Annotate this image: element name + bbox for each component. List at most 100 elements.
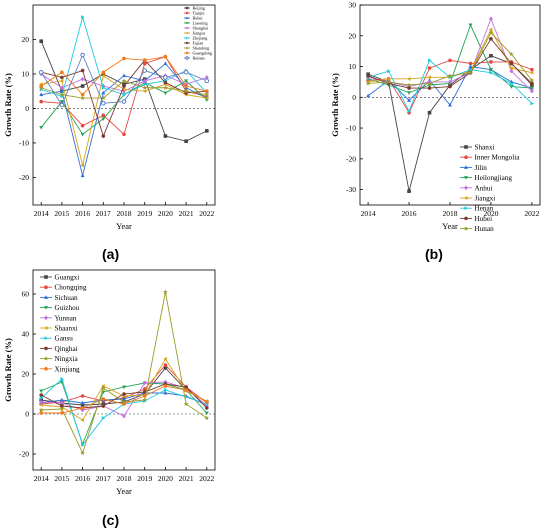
data-point xyxy=(205,89,209,94)
data-point xyxy=(38,407,44,413)
data-point xyxy=(468,23,473,28)
panel-b-legend: Shanxi Inner Mongolia Jilin Heilongjiang Anh… xyxy=(460,144,521,233)
data-point xyxy=(39,39,43,44)
data-point xyxy=(163,384,168,388)
legend-marker xyxy=(44,346,48,351)
data-point xyxy=(142,58,147,62)
data-point xyxy=(366,93,371,98)
legend-marker xyxy=(464,145,468,149)
panel-a-y-tick-label: 20 xyxy=(22,35,30,44)
panel-b-label: (b) xyxy=(425,246,443,262)
data-point xyxy=(529,70,534,75)
legend-label: Guizhou xyxy=(55,304,80,312)
panel-c-x-tick-label: 2014 xyxy=(34,474,49,483)
panel-a-series-guangdong xyxy=(39,54,209,97)
data-point xyxy=(121,78,127,83)
legend-label: Guangdong xyxy=(193,50,213,55)
data-point xyxy=(204,78,210,84)
panel-c-label: (c) xyxy=(102,512,120,528)
data-point xyxy=(143,82,147,87)
panel-b-x-tick-label: 2022 xyxy=(524,209,539,218)
legend-label: Anhui xyxy=(475,184,493,192)
data-point xyxy=(80,68,85,73)
panel-c-x-tick-label: 2018 xyxy=(117,474,132,483)
legend-marker xyxy=(185,56,189,60)
data-point xyxy=(509,81,514,86)
legend-marker xyxy=(43,326,48,330)
data-point xyxy=(184,388,188,392)
panel-c-x-tick-label: 2015 xyxy=(54,474,69,483)
panel-b-y-tick-label: 10 xyxy=(349,62,357,71)
legend-label: Shaanxi xyxy=(55,325,78,333)
data-point xyxy=(59,92,65,97)
panel-b-y-tick-label: -10 xyxy=(346,124,356,133)
data-point xyxy=(163,54,168,59)
panel-c-y-tick-label: 20 xyxy=(22,370,30,379)
data-point xyxy=(407,109,412,114)
legend-label: Jiangsu xyxy=(193,30,206,35)
data-point xyxy=(448,58,452,63)
data-point xyxy=(488,27,493,32)
panel-b-x-axis-title: Year xyxy=(442,221,458,231)
data-point xyxy=(122,385,126,390)
data-point xyxy=(530,101,535,106)
data-point xyxy=(121,399,127,405)
data-point xyxy=(39,92,44,97)
data-point xyxy=(80,132,85,137)
data-point xyxy=(80,418,85,422)
legend-label: Fujian xyxy=(193,40,205,45)
data-point xyxy=(59,397,64,402)
data-point xyxy=(39,396,44,400)
data-point xyxy=(81,443,85,447)
data-point xyxy=(407,91,412,95)
data-point xyxy=(448,79,452,85)
data-point xyxy=(163,366,168,370)
legend-label: Chongqing xyxy=(55,284,87,292)
data-point xyxy=(142,85,148,90)
data-point xyxy=(509,51,514,57)
legend-label: Yunnan xyxy=(55,314,77,322)
panel-a-y-tick-label: -20 xyxy=(19,173,29,182)
data-point xyxy=(428,58,432,63)
legend-marker xyxy=(464,165,468,169)
data-point xyxy=(101,73,105,78)
data-point xyxy=(488,30,494,35)
panel-a-series-hainan xyxy=(38,52,210,108)
data-point xyxy=(489,60,493,64)
legend-label: Jilin xyxy=(475,164,488,172)
legend-label: Guangxi xyxy=(55,274,80,282)
data-point xyxy=(39,125,44,130)
data-point xyxy=(100,95,106,101)
panel-a-x-tick-label: 2020 xyxy=(158,209,173,218)
data-point xyxy=(60,75,64,80)
legend-marker xyxy=(44,285,48,290)
panel-a-y-tick-label: 0 xyxy=(25,104,29,113)
legend-label: Inner Mongolia xyxy=(475,154,521,162)
data-point xyxy=(163,80,168,85)
panel-c-y-tick-label: 60 xyxy=(22,290,30,299)
data-point xyxy=(80,400,85,405)
data-point xyxy=(142,78,147,84)
data-point xyxy=(204,415,210,421)
data-point xyxy=(427,110,432,115)
data-point xyxy=(122,73,126,78)
panel-a-x-tick-label: 2015 xyxy=(54,209,69,218)
panel-b-y-tick-label: 30 xyxy=(349,1,357,10)
data-point xyxy=(101,70,106,75)
data-point xyxy=(366,73,370,78)
legend-label: Zhejiang xyxy=(193,35,209,40)
data-point xyxy=(122,92,127,97)
data-point xyxy=(80,123,85,128)
data-point xyxy=(183,401,189,407)
data-point xyxy=(205,406,209,410)
data-point xyxy=(60,70,64,75)
legend-label: Hebei xyxy=(193,15,204,20)
panel-c-x-tick-label: 2016 xyxy=(75,474,90,483)
data-point xyxy=(142,397,148,403)
data-point xyxy=(142,394,147,398)
data-point xyxy=(163,289,168,295)
panel-a-x-tick-label: 2022 xyxy=(199,209,214,218)
data-point xyxy=(163,357,167,361)
data-point xyxy=(59,78,64,83)
data-point xyxy=(529,88,534,94)
